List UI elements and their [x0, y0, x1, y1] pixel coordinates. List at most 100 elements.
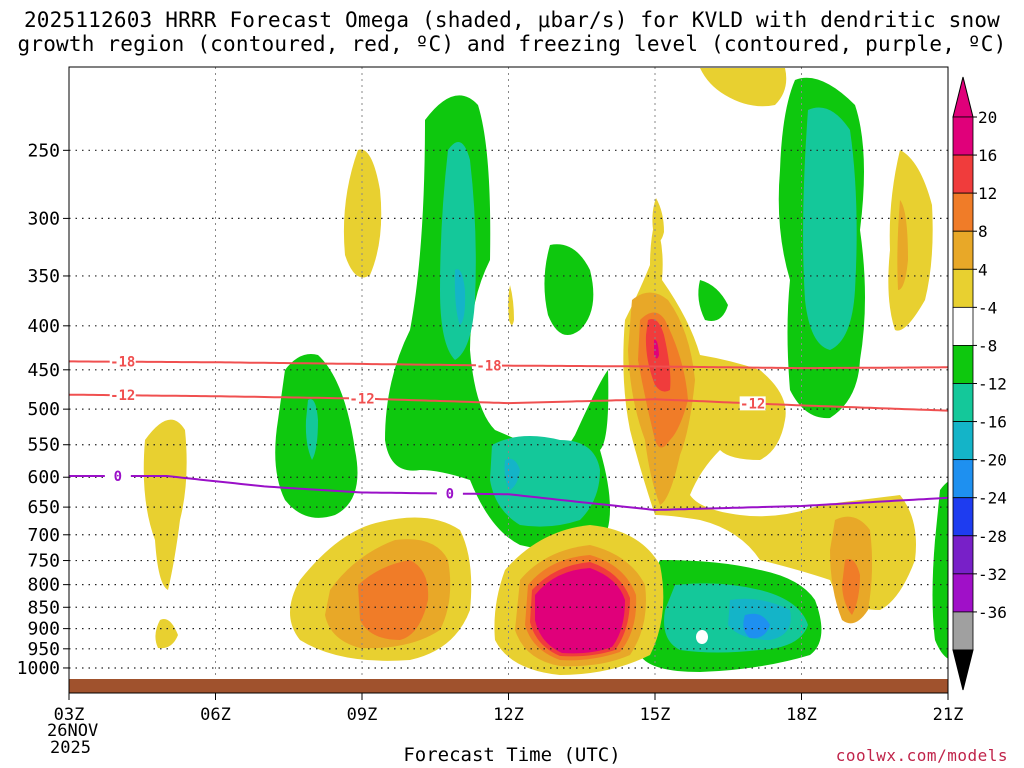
plot-frame — [68, 66, 949, 694]
omega-region-green-c — [544, 244, 594, 335]
contour-label-bg — [349, 391, 375, 406]
omega-region-green-g — [932, 481, 948, 659]
omega-region-magenta-b — [535, 568, 625, 654]
colorbar-swatch — [952, 268, 974, 308]
x-tick-label: 21Z — [933, 705, 964, 725]
contour-label: -18 — [476, 358, 501, 374]
contour-label: 0 — [114, 469, 122, 485]
omega-region-orange-a — [358, 560, 429, 640]
y-tick-label: 550 — [27, 435, 60, 456]
ground-strip — [69, 679, 948, 693]
colorbar-label: 4 — [978, 260, 988, 279]
contour-label-bg — [104, 468, 131, 483]
chart-title-line1: 2025112603 HRRR Forecast Omega (shaded, … — [23, 8, 1001, 32]
omega-region-yellow-g — [700, 68, 787, 107]
colorbar-label: -16 — [978, 413, 1007, 432]
colorbar-label: 16 — [978, 146, 997, 165]
colorbar-top-arrow — [952, 76, 974, 118]
colorbar-swatch — [952, 573, 974, 613]
contour-label-bg — [436, 486, 463, 501]
colorbar-swatch — [952, 535, 974, 575]
colorbar-swatch — [952, 611, 974, 651]
y-tick-label: 450 — [27, 360, 60, 381]
omega-region-orange-d — [842, 559, 860, 615]
colorbar-label: -12 — [978, 375, 1007, 394]
chart-title-line2: growth region (contoured, red, ºC) and f… — [17, 32, 1007, 56]
y-tick-label: 300 — [27, 208, 60, 229]
omega-region-yellow-j — [652, 198, 664, 242]
contour-label: 0 — [446, 487, 454, 503]
y-tick-label: 900 — [27, 619, 60, 640]
y-tick-label: 750 — [27, 551, 60, 572]
omega-region-yellow-h — [888, 150, 933, 331]
omega-region-yellow-c — [155, 619, 178, 649]
colorbar-label: 12 — [978, 184, 997, 203]
colorbar-swatch — [952, 497, 974, 537]
site-credit: coolwx.com/models — [835, 746, 1008, 765]
contour-label: -12 — [349, 392, 374, 408]
x-tick-label: 03Z — [54, 705, 85, 725]
x-date-label-year: 2025 — [50, 738, 91, 758]
x-tick-label: 12Z — [493, 705, 524, 725]
colorbar-label: 8 — [978, 222, 988, 241]
omega-region-teal-c — [803, 107, 857, 350]
y-tick-label: 500 — [27, 399, 60, 420]
x-date-label-day: 26NOV — [47, 721, 99, 741]
colorbar-label: -24 — [978, 489, 1007, 508]
contour-label-bg — [475, 358, 502, 373]
omega-shading — [143, 68, 948, 675]
isotherm-minus12-line — [69, 393, 949, 412]
contour-label: -12 — [110, 388, 135, 404]
y-tick-label: 250 — [27, 140, 60, 161]
omega-region-green-d — [698, 280, 728, 321]
x-tick-label: 09Z — [347, 705, 378, 725]
y-tick-label: 800 — [27, 575, 60, 596]
grid-lines — [63, 67, 949, 700]
y-tick-label: 650 — [27, 497, 60, 518]
temperature-contours: -18 -18 -12 -12 -12 0 0 — [69, 354, 949, 512]
colorbar-label: -4 — [978, 298, 997, 317]
y-tick-label: 350 — [27, 266, 60, 287]
colorbar-swatch — [952, 383, 974, 422]
y-tick-label: 400 — [27, 316, 60, 337]
colorbar-swatch — [952, 230, 974, 270]
y-tick-label: 1000 — [17, 658, 60, 679]
colorbar-label: -32 — [978, 565, 1007, 584]
y-tick-label: 600 — [27, 467, 60, 488]
y-tick-label: 700 — [27, 525, 60, 546]
contour-label: -18 — [110, 355, 135, 371]
colorbar-label: -28 — [978, 527, 1007, 546]
omega-region-teal-e — [305, 399, 318, 460]
x-tick-label: 15Z — [640, 705, 671, 725]
colorbar-swatch — [952, 459, 974, 499]
omega-region-teal-a — [440, 142, 476, 360]
omega-hole-white — [696, 630, 708, 644]
contour-label: -12 — [740, 396, 765, 412]
colorbar-swatch — [952, 306, 974, 346]
colorbar-label: 20 — [978, 108, 997, 127]
omega-region-yellow-b — [143, 419, 187, 590]
freezing-level-line — [69, 475, 949, 512]
colorbar-swatch — [952, 116, 974, 156]
contour-label-bg — [739, 396, 766, 411]
y-tick-label: 950 — [27, 639, 60, 660]
colorbar-label: -20 — [978, 451, 1007, 470]
isotherm-minus18-line — [69, 360, 948, 370]
omega-region-yellow-i — [508, 285, 514, 325]
colorbar-label: -8 — [978, 336, 997, 355]
x-tick-label: 18Z — [786, 705, 817, 725]
colorbar-swatch — [952, 154, 974, 194]
omega-region-yellow-f — [623, 220, 916, 610]
contour-label-bg — [109, 388, 136, 403]
colorbar-swatch — [952, 192, 974, 232]
omega-region-green-a — [385, 95, 610, 550]
colorbar-swatch — [952, 345, 974, 384]
omega-region-teal-b — [490, 436, 600, 527]
x-axis-tick-labels: 03Z 06Z 09Z 12Z 15Z 18Z 21Z — [54, 705, 964, 725]
colorbar-bottom-arrow — [952, 649, 974, 691]
y-axis-tick-labels: 2503003504004505005506006507007508008509… — [17, 140, 60, 679]
omega-region-yellow-a — [343, 149, 382, 278]
colorbar-label: -36 — [978, 603, 1007, 622]
contour-label-bg — [109, 354, 136, 369]
